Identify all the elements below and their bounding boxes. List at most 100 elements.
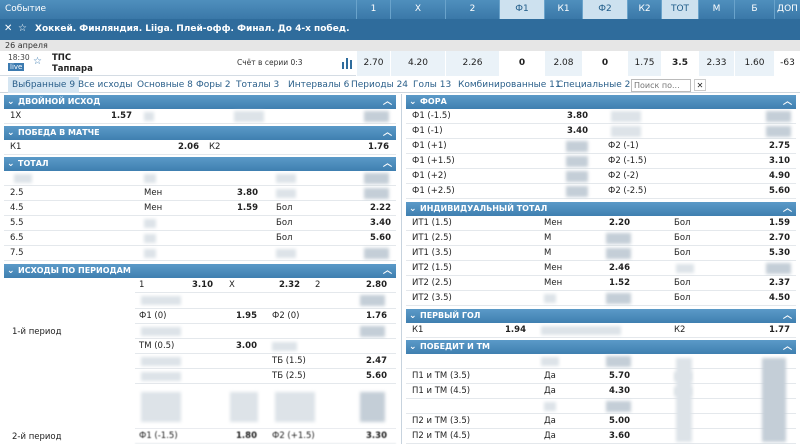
tab-intervals[interactable]: Интервалы 6 [288, 80, 350, 90]
ind-row[interactable]: ИТ2 (1.5) Мен 2.46 [406, 261, 796, 276]
fora-odd[interactable]: 4.90 [769, 171, 790, 181]
odd-x[interactable]: 4.20 [390, 51, 445, 76]
k2-odd[interactable]: 1.77 [769, 325, 790, 335]
total-row[interactable]: 5.5 Бол 3.40 [4, 216, 396, 231]
period-row[interactable]: Ф1 (0) 1.95 Ф2 (0) 1.76 [135, 309, 396, 324]
ind-row[interactable]: ИТ1 (2.5) М Бол 2.70 [406, 231, 796, 246]
tab-periods[interactable]: Периоды 24 [351, 80, 409, 90]
event-row[interactable]: 18:30 live ☆ ТПС Таппара Счёт в серии 0:… [0, 51, 800, 76]
ind-row[interactable]: ИТ1 (3.5) М Бол 5.30 [406, 246, 796, 261]
tab-fora[interactable]: Форы 2 [196, 80, 231, 90]
tab-selected[interactable]: Выбранные 9 [8, 77, 80, 93]
period-row[interactable]: ТБ (2.5) 5.60 [135, 369, 396, 384]
collapse-up-icon[interactable]: ︿ [782, 97, 792, 107]
col-1[interactable]: 1 [356, 0, 390, 19]
section-first-goal[interactable]: ⌄ ПЕРВЫЙ ГОЛ ︿ [406, 309, 796, 323]
section-fora[interactable]: ⌄ ФОРА ︿ [406, 95, 796, 109]
under-odd[interactable]: 1.59 [237, 203, 258, 213]
wintm-row[interactable]: П2 и ТМ (3.5) Да 5.00 [406, 414, 796, 429]
odd-k2[interactable]: 1.75 [627, 51, 661, 76]
fora-odd[interactable]: 3.10 [769, 156, 790, 166]
over-odd[interactable]: 5.60 [370, 233, 391, 243]
over-odd[interactable]: 5.30 [769, 248, 790, 258]
favorite-star-icon[interactable]: ☆ [33, 56, 42, 67]
k2-odd[interactable]: 1.76 [368, 142, 389, 152]
match-row[interactable]: К1 2.06 К2 1.76 [4, 140, 396, 155]
collapse-up-icon[interactable]: ︿ [382, 97, 392, 107]
px-odd[interactable]: 2.32 [279, 280, 300, 290]
wintm-odd[interactable]: 5.00 [609, 416, 630, 426]
wintm-odd[interactable]: 4.30 [609, 386, 630, 396]
f2-odd[interactable]: 3.30 [366, 431, 387, 441]
tm-odd[interactable]: 3.00 [236, 341, 257, 351]
collapse-up-icon[interactable]: ︿ [782, 311, 792, 321]
odd-1[interactable]: 2.70 [356, 51, 390, 76]
fora-row[interactable]: Ф1 (-1) 3.40 [406, 124, 796, 139]
team-1[interactable]: ТПС [52, 53, 72, 63]
ind-row[interactable]: ИТ2 (3.5) Бол 4.50 [406, 291, 796, 306]
section-individual-total[interactable]: ⌄ ИНДИВИДУАЛЬНЫЙ ТОТАЛ ︿ [406, 202, 796, 216]
under-odd[interactable]: 1.52 [609, 278, 630, 288]
wintm-row[interactable]: П1 и ТМ (3.5) Да 5.70 [406, 369, 796, 384]
col-2[interactable]: 2 [445, 0, 499, 19]
section-double-outcome[interactable]: ⌄ ДВОЙНОЙ ИСХОД ︿ [4, 95, 396, 109]
section-total[interactable]: ⌄ ТОТАЛ ︿ [4, 157, 396, 171]
k1-odd[interactable]: 1.94 [505, 325, 526, 335]
collapse-up-icon[interactable]: ︿ [382, 128, 392, 138]
total-row[interactable]: 2.5 Мен 3.80 [4, 186, 396, 201]
odd-k1[interactable]: 2.08 [544, 51, 582, 76]
first-goal-row[interactable]: К1 1.94 К2 1.77 [406, 323, 796, 338]
over-odd[interactable]: 2.70 [769, 233, 790, 243]
tb-odd[interactable]: 2.47 [366, 356, 387, 366]
col-x[interactable]: X [390, 0, 445, 19]
fora-row[interactable]: Ф1 (-1.5) 3.80 [406, 109, 796, 124]
odd-b[interactable]: 1.60 [734, 51, 774, 76]
wintm-odd[interactable]: 5.70 [609, 371, 630, 381]
tab-all[interactable]: Все исходы [78, 80, 133, 90]
section-win-and-under[interactable]: ⌄ ПОБЕДИТ И ТМ ︿ [406, 340, 796, 354]
under-odd[interactable]: 2.20 [609, 218, 630, 228]
period-row[interactable]: ТБ (1.5) 2.47 [135, 354, 396, 369]
fora-odd[interactable]: 5.60 [769, 186, 790, 196]
tab-totals[interactable]: Тоталы 3 [236, 80, 280, 90]
f1-odd[interactable]: 1.80 [236, 431, 257, 441]
total-row[interactable]: 6.5 Бол 5.60 [4, 231, 396, 246]
odd-f1[interactable]: 0 [499, 51, 544, 76]
tab-special[interactable]: Специальные 2 [557, 80, 631, 90]
collapse-up-icon[interactable]: ︿ [782, 204, 792, 214]
fora-odd[interactable]: 3.80 [567, 111, 588, 121]
total-row[interactable]: 4.5 Мен 1.59 Бол 2.22 [4, 201, 396, 216]
over-odd[interactable]: 4.50 [769, 293, 790, 303]
col-b[interactable]: Б [734, 0, 774, 19]
outcome-odd[interactable]: 1.57 [111, 111, 132, 121]
star-icon[interactable]: ☆ [18, 23, 27, 34]
col-k2[interactable]: К2 [627, 0, 661, 19]
fora-row[interactable]: Ф1 (+2.5) Ф2 (-2.5) 5.60 [406, 184, 796, 199]
f1-odd[interactable]: 1.95 [236, 311, 257, 321]
odd-dop[interactable]: -63 [774, 51, 800, 76]
tab-main[interactable]: Основные 8 [137, 80, 193, 90]
collapse-up-icon[interactable]: ︿ [782, 342, 792, 352]
over-odd[interactable]: 3.40 [370, 218, 391, 228]
period-row[interactable]: Ф1 (-1.5) 1.80 Ф2 (+1.5) 3.30 [135, 429, 396, 444]
close-icon[interactable]: ✕ [694, 79, 706, 91]
under-odd[interactable]: 3.80 [237, 188, 258, 198]
col-dop[interactable]: ДОП [774, 0, 800, 19]
wintm-odd[interactable]: 3.60 [609, 431, 630, 441]
ind-row[interactable]: ИТ1 (1.5) Мен 2.20 Бол 1.59 [406, 216, 796, 231]
p2-odd[interactable]: 2.80 [366, 280, 387, 290]
p1-odd[interactable]: 3.10 [192, 280, 213, 290]
tab-combined[interactable]: Комбинированные 11 [458, 80, 561, 90]
fora-row[interactable]: Ф1 (+2) Ф2 (-2) 4.90 [406, 169, 796, 184]
fora-odd[interactable]: 2.75 [769, 141, 790, 151]
total-row[interactable]: 7.5 [4, 246, 396, 261]
col-m[interactable]: М [698, 0, 734, 19]
over-odd[interactable]: 2.22 [370, 203, 391, 213]
odd-tot[interactable]: 3.5 [661, 51, 698, 76]
under-odd[interactable]: 2.46 [609, 263, 630, 273]
wintm-row[interactable]: П2 и ТМ (4.5) Да 3.60 [406, 429, 796, 444]
over-odd[interactable]: 2.37 [769, 278, 790, 288]
f2-odd[interactable]: 1.76 [366, 311, 387, 321]
col-tot[interactable]: ТОТ [661, 0, 698, 19]
double-row[interactable]: 1X 1.57 [4, 109, 396, 124]
